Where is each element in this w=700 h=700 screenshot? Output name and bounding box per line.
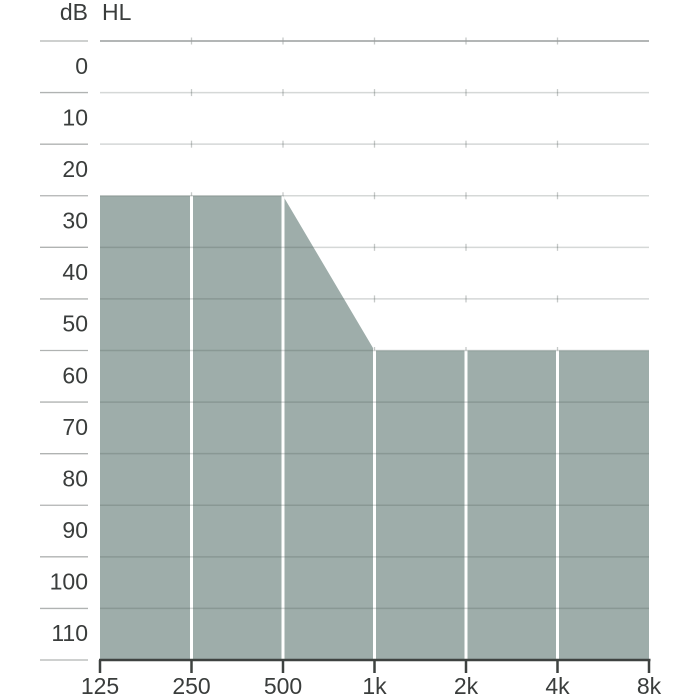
x-axis-label: 250	[172, 673, 210, 699]
y-axis-label: 70	[62, 414, 88, 440]
x-axis-label: 1k	[362, 673, 387, 699]
chart-generated-layers: 0 10 20 30 40 50 60 70 80 90 100 110 125 250 500 1k 2k 4k…	[40, 37, 662, 699]
x-axis-label: 8k	[637, 673, 662, 699]
y-axis-label: 60	[62, 362, 88, 388]
x-axis-label: 125	[81, 673, 119, 699]
y-axis-label: 0	[75, 53, 88, 79]
y-axis-label: 30	[62, 208, 88, 234]
db-unit-label: dB	[60, 0, 88, 25]
y-axis-label: 100	[50, 569, 88, 595]
y-axis-label: 90	[62, 517, 88, 543]
hl-unit-label: HL	[102, 0, 132, 25]
y-axis-label: 10	[62, 104, 88, 130]
y-axis-label: 110	[51, 620, 88, 646]
y-axis-label: 40	[62, 259, 88, 285]
x-axis-label: 4k	[545, 673, 570, 699]
x-axis-label: 2k	[454, 673, 479, 699]
y-axis-label: 20	[62, 156, 88, 182]
x-axis-label: 500	[264, 673, 302, 699]
y-axis-label: 50	[62, 311, 88, 337]
y-axis-label: 80	[62, 465, 88, 491]
